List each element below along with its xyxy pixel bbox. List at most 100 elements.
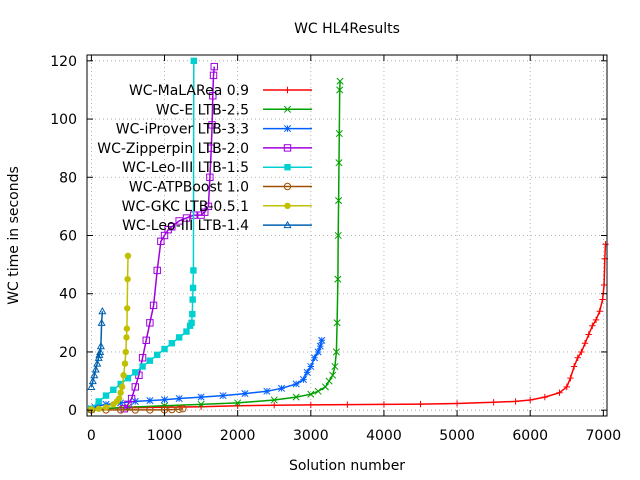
- legend-label: WC-ATPBoost 1.0: [129, 180, 249, 196]
- data-point: [123, 334, 130, 341]
- data-point: [574, 354, 581, 361]
- data-point: [97, 318, 106, 326]
- data-point: [131, 406, 139, 414]
- data-point: [146, 397, 154, 405]
- data-point: [168, 405, 176, 414]
- data-point: [90, 371, 99, 379]
- data-point: [102, 392, 110, 399]
- data-point: [115, 395, 123, 402]
- legend-label: WC-Leo-III LTB-1.5: [122, 160, 249, 176]
- data-point: [204, 202, 213, 211]
- y-tick-label: 80: [59, 170, 77, 186]
- data-point: [219, 392, 227, 400]
- data-point: [96, 347, 105, 356]
- data-point: [124, 374, 132, 382]
- series-line: [91, 244, 607, 410]
- data-point: [142, 336, 150, 345]
- legend-entry: WC-GKC LTB-0.5.1: [122, 199, 312, 215]
- data-point: [599, 296, 606, 303]
- grid: [87, 55, 607, 416]
- data-point: [197, 393, 205, 401]
- data-point: [138, 354, 147, 362]
- data-point: [453, 400, 461, 407]
- data-point: [307, 390, 315, 398]
- data-point: [602, 241, 609, 248]
- data-point: [209, 71, 218, 80]
- data-point: [318, 336, 326, 344]
- legend-entry: WC-Leo-III LTB-1.5: [122, 160, 312, 176]
- data-point: [334, 275, 342, 283]
- data-point: [283, 220, 292, 229]
- data-point: [541, 393, 549, 401]
- data-point: [146, 406, 154, 414]
- axes: 0 1000 2000 3000 4000 5000 6000 7000 0 20 40 60 80 10…: [50, 54, 621, 444]
- data-point: [91, 365, 100, 373]
- data-point: [271, 402, 278, 409]
- data-point: [95, 405, 102, 412]
- data-point: [263, 387, 271, 395]
- data-point: [581, 340, 589, 347]
- data-point: [116, 406, 125, 414]
- legend-entry: WC-MaLARea 0.9: [129, 83, 312, 99]
- data-point: [336, 86, 344, 94]
- data-point: [336, 77, 344, 85]
- data-point: [333, 319, 341, 327]
- x-tick-label: 3000: [293, 428, 329, 444]
- y-tick-label: 120: [50, 54, 77, 70]
- series-4: [120, 62, 218, 413]
- data-point: [189, 296, 196, 303]
- series-5: [88, 57, 197, 412]
- data-point: [344, 401, 351, 408]
- data-point: [512, 398, 519, 405]
- data-point: [117, 389, 124, 396]
- data-point: [207, 144, 216, 152]
- data-point: [139, 363, 146, 370]
- data-point: [234, 402, 241, 410]
- data-point: [303, 368, 311, 376]
- data-point: [127, 394, 136, 403]
- data-point: [122, 348, 129, 356]
- data-point: [334, 231, 342, 240]
- data-point: [567, 374, 574, 382]
- legend-entry: WC-Zipperpin LTB-2.0: [97, 141, 312, 157]
- data-point: [283, 144, 292, 152]
- data-point: [189, 310, 196, 318]
- data-point: [283, 105, 292, 113]
- data-point: [209, 92, 217, 100]
- data-point: [335, 159, 343, 167]
- data-point: [284, 86, 291, 94]
- data-point: [490, 399, 497, 406]
- data-point: [299, 376, 308, 384]
- data-point: [146, 357, 154, 364]
- data-point: [316, 342, 324, 350]
- x-tick-label: 2000: [220, 428, 256, 444]
- series-3: [87, 336, 326, 413]
- data-point: [234, 399, 242, 407]
- data-point: [596, 307, 603, 315]
- data-point: [95, 398, 102, 405]
- data-point: [335, 197, 343, 205]
- data-point: [98, 306, 107, 315]
- data-point: [600, 281, 608, 289]
- data-point: [93, 359, 102, 367]
- data-point: [321, 383, 329, 391]
- data-point: [527, 396, 534, 404]
- x-tick-label: 5000: [439, 428, 475, 444]
- legend-label: WC-iProver LTB-3.3: [116, 122, 249, 138]
- data-point: [175, 394, 183, 403]
- data-point: [110, 386, 117, 393]
- data-point: [120, 372, 127, 379]
- data-point: [277, 384, 286, 392]
- series-line: [91, 81, 341, 411]
- x-tick-label: 6000: [512, 428, 548, 444]
- data-point: [96, 341, 105, 350]
- data-point: [284, 202, 291, 209]
- data-point: [146, 319, 154, 327]
- data-point: [556, 389, 563, 396]
- data-point: [592, 316, 600, 324]
- series-6: [87, 405, 187, 414]
- data-point: [121, 360, 129, 367]
- legend-entry: WC-E LTB-2.5: [156, 102, 312, 118]
- data-point: [314, 387, 322, 395]
- data-point: [190, 57, 197, 65]
